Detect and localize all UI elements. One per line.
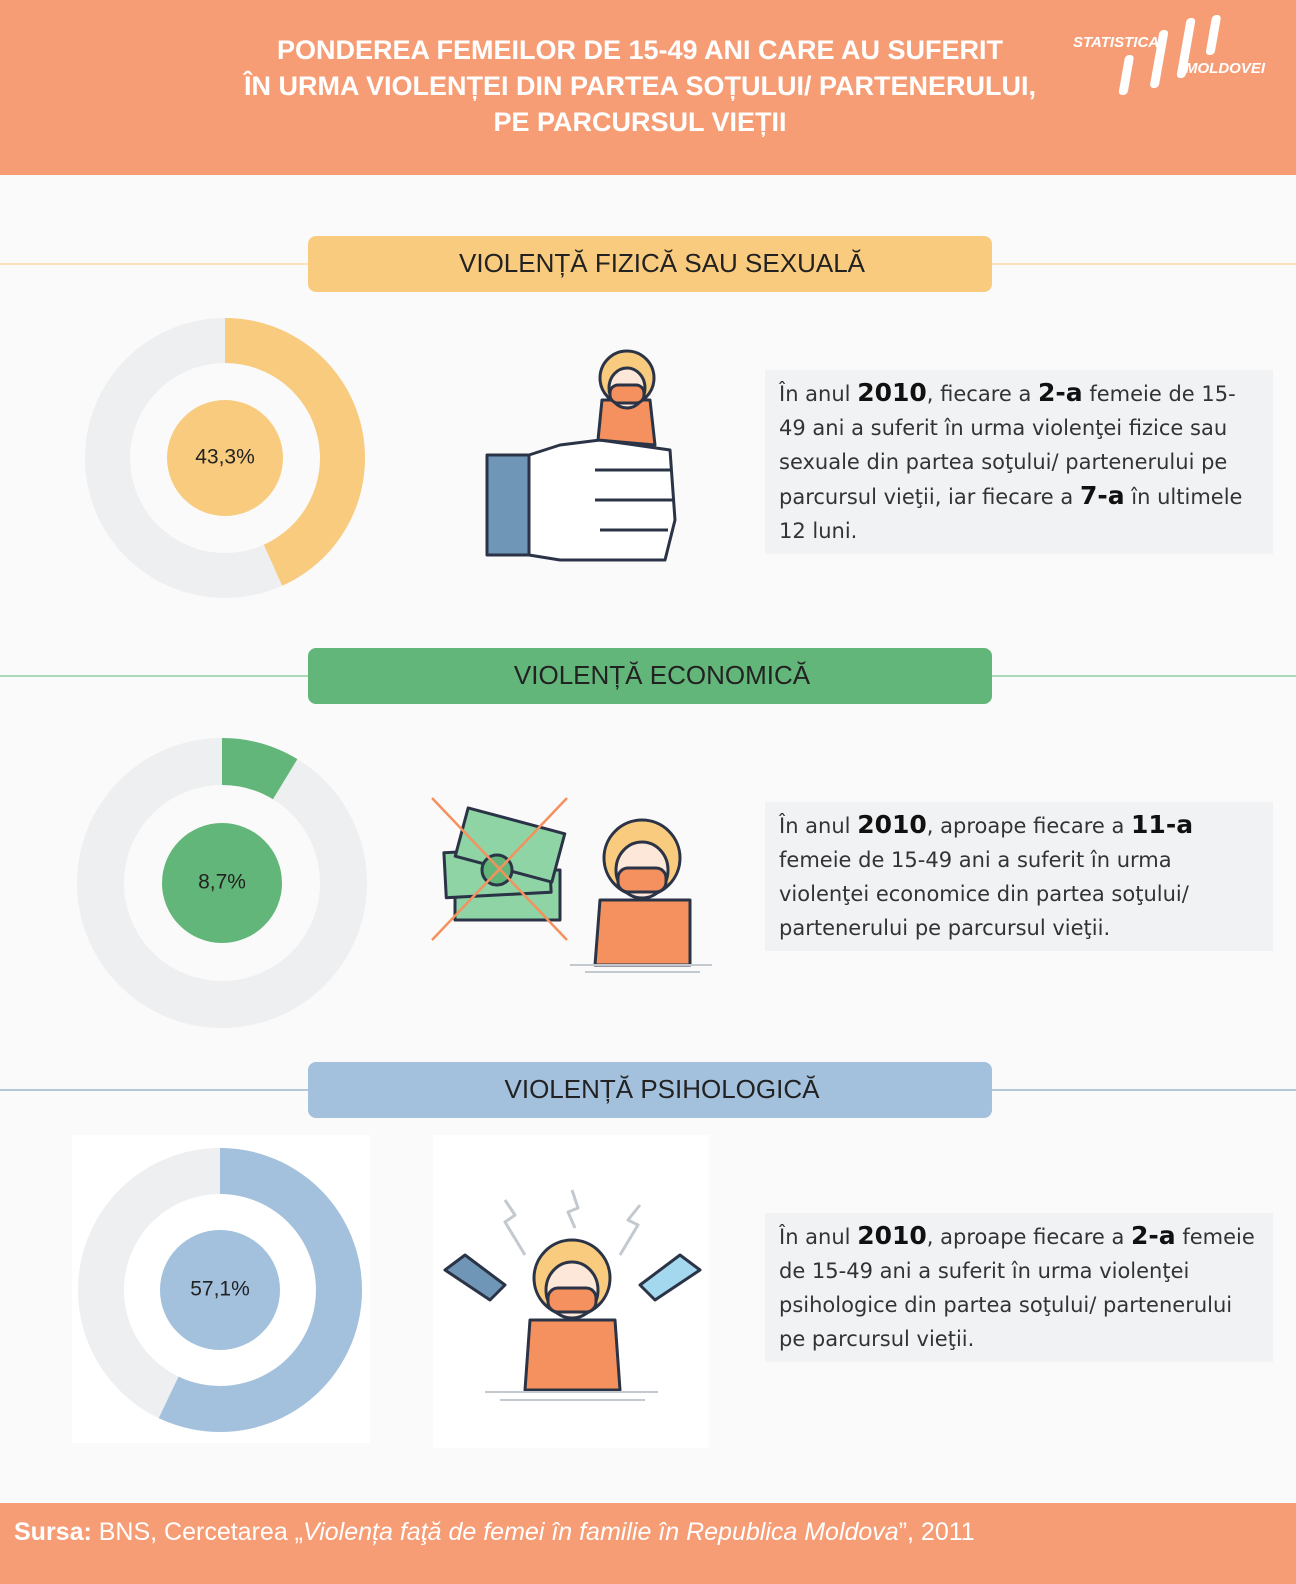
donut-center: [167, 400, 283, 516]
donut-center: [160, 1230, 280, 1350]
text: În anul: [779, 814, 858, 838]
text: Violența faţă de femei în familie în Rep…: [303, 1518, 899, 1546]
bold-text: 7-a: [1079, 481, 1125, 510]
bold-text: 2010: [857, 1221, 927, 1250]
bold-text: 2010: [857, 810, 927, 839]
illustration-money: [431, 797, 712, 973]
section-heading: VIOLENȚĂ PSIHOLOGICĂ: [505, 1074, 821, 1104]
description: În anul 2010, fiecare a 2-a femeie de 15…: [765, 370, 1273, 554]
value-label: 43,3%: [195, 446, 255, 469]
donut-segment: [222, 738, 298, 800]
section-heading-box: [308, 648, 992, 704]
text: În anul: [779, 382, 858, 406]
section-heading: VIOLENȚĂ FIZICĂ SAU SEXUALĂ: [459, 248, 866, 278]
text: ”, 2011: [898, 1518, 975, 1546]
donut-center: [162, 823, 282, 943]
logo-text: MOLDOVEI: [1185, 60, 1266, 77]
section-heading: VIOLENȚĂ ECONOMICĂ: [514, 660, 811, 690]
text: , fiecare a: [926, 382, 1039, 406]
header-title: PONDEREA FEMEILOR DE 15-49 ANI CARE AU S…: [277, 35, 1004, 65]
text: BNS, Cercetarea „: [91, 1518, 303, 1546]
donut-segment: [225, 318, 365, 586]
text: femeie de 15-49 ani a suferit în urma vi…: [779, 1225, 1255, 1351]
illustration-fist: [485, 349, 677, 562]
section-heading-box: [308, 1062, 992, 1118]
text: În anul: [779, 1225, 858, 1249]
value-label: 8,7%: [198, 871, 246, 894]
text: în ultimele 12 luni.: [779, 485, 1243, 543]
section-heading-box: [308, 236, 992, 292]
text: femeie de 15-49 ani a suferit în urma vi…: [779, 382, 1236, 509]
value-label: 57,1%: [190, 1278, 250, 1301]
bold-text: 11-a: [1131, 810, 1194, 839]
description: În anul 2010, aproape fiecare a 2-a feme…: [765, 1213, 1273, 1362]
source: Sursa: BNS, Cercetarea „Violența faţă de…: [14, 1518, 975, 1547]
logo-text: STATISTICA: [1073, 34, 1159, 51]
bold-text: 2-a: [1131, 1221, 1176, 1250]
logo-mark: [1118, 15, 1221, 95]
header-band: [0, 0, 1296, 175]
header-title: PE PARCURSUL VIEȚII: [493, 107, 786, 137]
illustration-blame: [443, 1189, 702, 1401]
text: , aproape fiecare a: [926, 1225, 1132, 1249]
bold-text: 2010: [857, 378, 927, 407]
footer-band: [0, 1503, 1296, 1584]
text: femeie de 15-49 ani a suferit în urma vi…: [779, 848, 1189, 940]
bold-text: 2-a: [1038, 378, 1083, 407]
header-title: ÎN URMA VIOLENȚEI DIN PARTEA SOȚULUI/ PA…: [242, 70, 1036, 101]
text: , aproape fiecare a: [926, 814, 1132, 838]
donut-segment: [158, 1148, 362, 1432]
bold-text: Sursa:: [14, 1518, 92, 1546]
description: În anul 2010, aproape fiecare a 11-a fem…: [765, 802, 1273, 951]
